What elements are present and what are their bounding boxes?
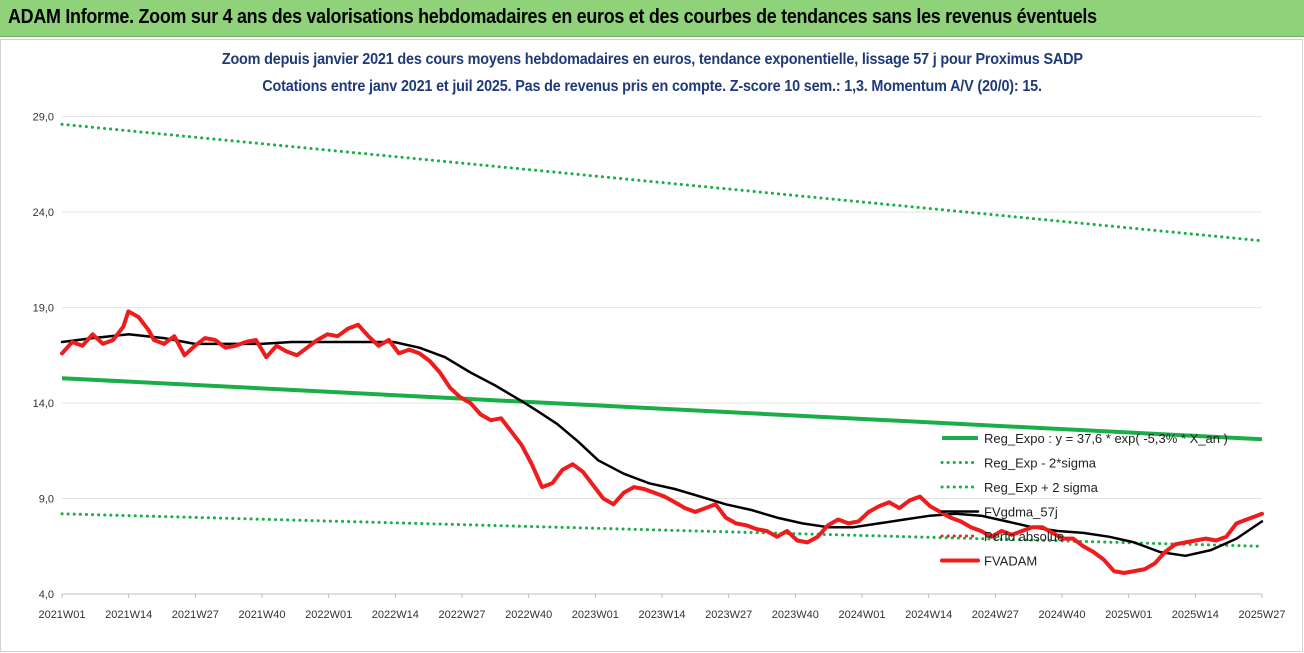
x-tick-label: 2022W01	[305, 609, 352, 621]
legend-label: FVgdma_57j	[984, 505, 1058, 520]
y-tick-label: 9,0	[39, 494, 54, 506]
legend-label: Reg_Expo : y = 37,6 * exp( -5,3% * X_an …	[984, 431, 1228, 446]
x-tick-label: 2025W27	[1238, 609, 1285, 621]
x-tick-label: 2024W01	[838, 609, 885, 621]
chart-title: Zoom depuis janvier 2021 des cours moyen…	[0, 51, 1304, 69]
y-tick-label: 19,0	[33, 303, 54, 315]
legend-label: Reg_Exp + 2 sigma	[984, 480, 1099, 495]
x-tick-label: 2024W14	[905, 609, 952, 621]
x-tick-label: 2022W14	[372, 609, 419, 621]
x-tick-label: 2021W27	[172, 609, 219, 621]
x-tick-label: 2024W27	[972, 609, 1019, 621]
x-tick-label: 2023W14	[638, 609, 685, 621]
report-title: ADAM Informe. Zoom sur 4 ans des valoris…	[8, 6, 1097, 28]
series-fvgdma-57j	[60, 333, 1264, 558]
x-tick-label: 2023W27	[705, 609, 752, 621]
series-reg-exp-minus-2sigma	[60, 512, 1264, 548]
x-tick-label: 2022W27	[438, 609, 485, 621]
x-tick-label: 2022W40	[505, 609, 552, 621]
y-tick-label: 4,0	[39, 589, 54, 601]
y-tick-label: 14,0	[33, 398, 54, 410]
series-reg-exp-plus-2sigma	[60, 122, 1264, 243]
chart-title-text: Zoom depuis janvier 2021 des cours moyen…	[221, 51, 1083, 68]
x-tick-label: 2021W14	[105, 609, 152, 621]
x-tick-label: 2021W40	[238, 609, 285, 621]
x-tick-label: 2023W40	[772, 609, 819, 621]
y-tick-label: 24,0	[33, 207, 54, 219]
chart-subtitle: Cotations entre janv 2021 et juil 2025. …	[0, 78, 1304, 96]
series-reg-expo	[61, 376, 1263, 442]
y-tick-label: 29,0	[33, 112, 54, 124]
report-banner: ADAM Informe. Zoom sur 4 ans des valoris…	[0, 0, 1304, 37]
legend-label: Perfo absolue	[984, 529, 1064, 544]
chart-subtitle-text: Cotations entre janv 2021 et juil 2025. …	[262, 78, 1042, 95]
x-tick-label: 2023W01	[572, 609, 619, 621]
series-fvadam	[60, 309, 1264, 575]
legend-label: Reg_Exp - 2*sigma	[984, 456, 1097, 471]
x-tick-label: 2025W01	[1105, 609, 1152, 621]
x-tick-label: 2024W40	[1038, 609, 1085, 621]
x-tick-label: 2021W01	[38, 609, 85, 621]
legend-label: FVADAM	[984, 554, 1037, 569]
x-tick-label: 2025W14	[1172, 609, 1219, 621]
